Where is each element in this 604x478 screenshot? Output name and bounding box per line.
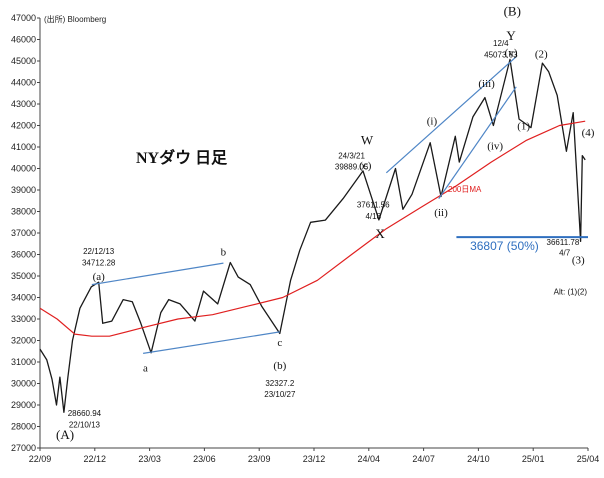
y-tick-label: 29000 xyxy=(11,400,36,410)
y-tick-label: 42000 xyxy=(11,121,36,131)
y-tick-label: 44000 xyxy=(11,78,36,88)
annotation-label: (i) xyxy=(427,115,438,127)
y-tick-label: 34000 xyxy=(11,293,36,303)
ma-label: 200日MA xyxy=(448,185,482,194)
annotation-label: 34712.28 xyxy=(82,259,116,268)
annotation-label: (A) xyxy=(56,427,74,442)
y-tick-label: 41000 xyxy=(11,142,36,152)
y-tick-label: 37000 xyxy=(11,228,36,238)
annotation-label: (v) xyxy=(505,47,518,59)
x-tick-label: 25/04 xyxy=(577,454,600,464)
annotation-label: (iii) xyxy=(478,78,495,90)
annotation-label: 24/3/21 xyxy=(338,152,365,161)
x-tick-label: 22/09 xyxy=(29,454,52,464)
y-tick-label: 39000 xyxy=(11,185,36,195)
annotation-label: 37611.56 xyxy=(357,201,390,210)
y-tick-label: 46000 xyxy=(11,35,36,45)
annotation-label: 45073.63 xyxy=(484,50,518,59)
x-tick-label: 23/03 xyxy=(138,454,161,464)
annotation-label: (ii) xyxy=(434,207,448,219)
trend-line xyxy=(438,86,517,199)
annotation-label: (iv) xyxy=(487,141,503,153)
y-tick-label: 40000 xyxy=(11,164,36,174)
ma-200-line xyxy=(39,120,586,337)
y-tick-labels: 27000 28000 29000 30000 31000 32000 33000 34000… xyxy=(11,13,40,453)
annotation-label: Alt: (1)(2) xyxy=(554,287,588,296)
y-tick-label: 31000 xyxy=(11,357,36,367)
support-line-group: 36807 (50%) xyxy=(456,236,588,253)
x-tick-label: 23/06 xyxy=(193,454,216,464)
dow-price-line xyxy=(39,58,586,413)
annotation-label: 4/18 xyxy=(365,212,381,221)
annotation-label: 32327.2 xyxy=(265,379,294,388)
annotation-label: Y xyxy=(506,28,516,43)
annotation-label: 36611.78 xyxy=(547,238,580,247)
annotation-label: (1) xyxy=(517,120,530,132)
annotation-label: (B) xyxy=(504,3,521,18)
y-tick-label: 33000 xyxy=(11,314,36,324)
x-tick-label: 23/09 xyxy=(248,454,271,464)
trend-line xyxy=(385,56,517,174)
annotation-label: (4) xyxy=(582,127,595,139)
y-tick-label: 32000 xyxy=(11,336,36,346)
annotation-label: 22/12/13 xyxy=(83,247,115,256)
x-tick-label: 24/10 xyxy=(467,454,490,464)
annotation-label: c xyxy=(277,337,282,349)
annotation-label: 22/10/13 xyxy=(69,420,101,429)
annotation-label: 23/10/27 xyxy=(264,390,296,399)
y-tick-label: 28000 xyxy=(11,422,36,432)
x-tick-label: 24/07 xyxy=(412,454,435,464)
source-note: (出所) Bloomberg xyxy=(44,14,106,24)
annotation-label: (b) xyxy=(273,360,286,372)
y-tick-label: 45000 xyxy=(11,56,36,66)
annotation-label: 39889.05 xyxy=(335,162,369,171)
y-tick-label: 36000 xyxy=(11,250,36,260)
support-label: 36807 (50%) xyxy=(470,239,539,253)
trend-line xyxy=(91,262,224,286)
annotation-label: 4/7 xyxy=(559,249,571,258)
annotation-label: 12/4 xyxy=(493,39,509,48)
y-tick-label: 27000 xyxy=(11,443,36,453)
chart-title: NYダウ 日足 xyxy=(136,148,228,167)
annotation-label: W xyxy=(361,132,374,147)
x-tick-label: 23/12 xyxy=(303,454,326,464)
x-tick-label: 25/01 xyxy=(522,454,545,464)
annotation-label: 28660.94 xyxy=(68,409,102,418)
annotation-label: (3) xyxy=(572,255,585,267)
y-tick-label: 30000 xyxy=(11,379,36,389)
x-tick-label: 24/04 xyxy=(358,454,381,464)
series-layer xyxy=(39,58,586,413)
annotation-label: X xyxy=(375,226,385,241)
annotation-label: (c) xyxy=(359,160,372,172)
y-tick-label: 38000 xyxy=(11,207,36,217)
annotation-label: (2) xyxy=(535,48,548,60)
y-tick-label: 43000 xyxy=(11,99,36,109)
annotation-label: a xyxy=(143,363,148,375)
trend-line xyxy=(143,331,280,354)
annotation-label: b xyxy=(221,247,227,259)
y-tick-label: 47000 xyxy=(11,13,36,23)
y-tick-label: 35000 xyxy=(11,271,36,281)
x-tick-labels: 22/09 22/12 23/03 23/06 23/09 23/12 24/04 24/07… xyxy=(29,448,600,464)
wave-annotations: 22/12/13 34712.28 (a) b a c (b) 32327.2 23/10/27… xyxy=(56,3,595,442)
trend-lines xyxy=(91,56,517,354)
x-tick-label: 22/12 xyxy=(84,454,107,464)
annotation-label: (a) xyxy=(93,271,106,283)
